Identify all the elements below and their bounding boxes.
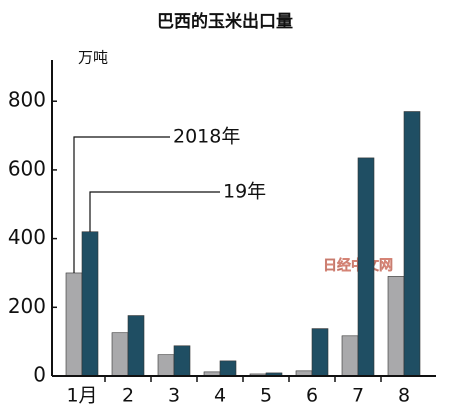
y-axis-label: 万吨 (78, 49, 108, 67)
bar (311, 328, 329, 377)
bar (111, 332, 129, 377)
x-tick-label: 5 (260, 385, 272, 407)
bar (357, 157, 375, 377)
legend-leader (73, 136, 170, 273)
bar (403, 111, 421, 377)
y-tick-label: 400 (8, 225, 46, 249)
bar (65, 272, 83, 377)
legend-label: 2018年 (173, 126, 240, 148)
x-tick-label: 4 (214, 385, 226, 407)
legend-leader (89, 191, 220, 232)
y-tick-label: 600 (8, 156, 46, 180)
bar (341, 335, 359, 377)
y-tick-label: 200 (8, 294, 46, 318)
bar (81, 231, 99, 377)
bar (387, 276, 405, 377)
bar (157, 354, 175, 377)
x-tick-label: 6 (306, 385, 318, 407)
y-tick-label: 0 (33, 363, 46, 387)
bar (127, 315, 145, 377)
x-tick-label: 1月 (66, 385, 97, 407)
x-tick-label: 3 (168, 385, 180, 407)
x-tick-label: 7 (352, 385, 364, 407)
legend-label: 19年 (223, 181, 266, 203)
y-tick-label: 800 (8, 88, 46, 112)
bar (219, 360, 237, 377)
x-tick-label: 8 (398, 385, 410, 407)
chart-title: 巴西的玉米出口量 (157, 11, 293, 32)
x-tick-label: 2 (122, 385, 134, 407)
bar (173, 345, 191, 377)
